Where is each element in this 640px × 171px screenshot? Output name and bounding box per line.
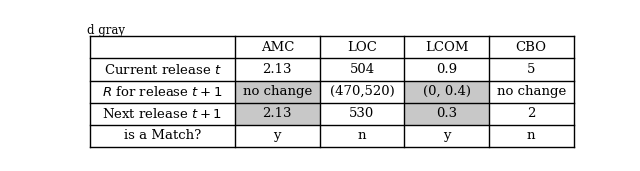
Text: n: n [358, 129, 366, 142]
Text: 0.9: 0.9 [436, 63, 457, 76]
Bar [404, 103, 489, 125]
Bar [235, 81, 319, 103]
Bar [404, 81, 489, 103]
Text: LCOM: LCOM [425, 41, 468, 54]
Bar [319, 36, 404, 58]
Bar [319, 58, 404, 81]
Text: d gray: d gray [88, 24, 125, 37]
Text: 2.13: 2.13 [262, 63, 292, 76]
Text: 504: 504 [349, 63, 374, 76]
Text: no change: no change [243, 85, 312, 98]
Text: 5: 5 [527, 63, 536, 76]
Bar [319, 103, 404, 125]
Bar [235, 125, 319, 147]
Text: (0, 0.4): (0, 0.4) [422, 85, 470, 98]
Text: 2.13: 2.13 [262, 107, 292, 120]
Text: $R$ for release $t+1$: $R$ for release $t+1$ [102, 85, 223, 99]
Bar [489, 81, 573, 103]
Text: Next release $t+1$: Next release $t+1$ [102, 107, 223, 121]
Bar [404, 58, 489, 81]
Bar [90, 125, 235, 147]
Bar [404, 36, 489, 58]
Text: no change: no change [497, 85, 566, 98]
Bar [235, 103, 319, 125]
Text: y: y [273, 129, 281, 142]
Bar [319, 81, 404, 103]
Text: is a Match?: is a Match? [124, 129, 201, 142]
Text: CBO: CBO [516, 41, 547, 54]
Bar [90, 36, 235, 58]
Text: n: n [527, 129, 536, 142]
Bar [404, 125, 489, 147]
Bar [319, 125, 404, 147]
Bar [90, 103, 235, 125]
Bar [489, 58, 573, 81]
Bar [235, 36, 319, 58]
Bar [489, 125, 573, 147]
Text: AMC: AMC [260, 41, 294, 54]
Text: y: y [443, 129, 451, 142]
Text: (470,520): (470,520) [330, 85, 394, 98]
Bar [90, 81, 235, 103]
Bar [489, 103, 573, 125]
Bar [489, 36, 573, 58]
Text: Current release $t$: Current release $t$ [104, 63, 221, 76]
Text: LOC: LOC [347, 41, 377, 54]
Bar [90, 58, 235, 81]
Text: 2: 2 [527, 107, 536, 120]
Bar [235, 58, 319, 81]
Text: 0.3: 0.3 [436, 107, 457, 120]
Text: 530: 530 [349, 107, 374, 120]
